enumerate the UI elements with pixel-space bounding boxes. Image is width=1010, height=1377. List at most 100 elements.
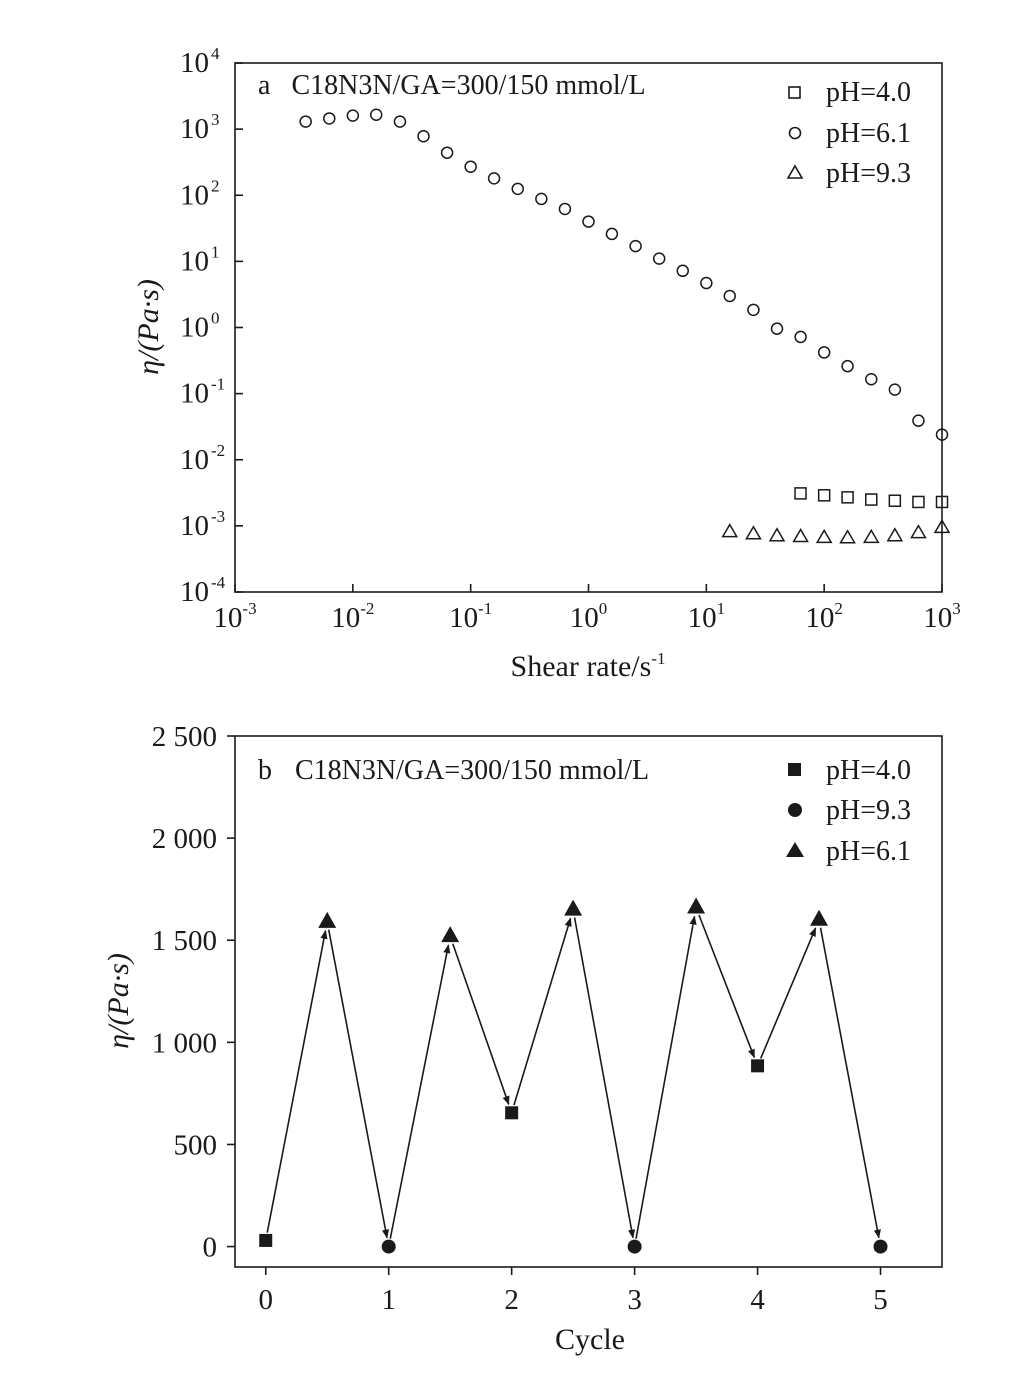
data-point-ph61: [558, 202, 572, 216]
panel-b-annotation: b C18N3N/GA=300/150 mmol/L: [258, 755, 649, 786]
y-tick-label: 2 000: [152, 823, 217, 855]
panel-b-y-ticks: 0 500 1 000 1 500 2 000 2 500: [152, 721, 235, 1264]
connecting-arrow: [513, 917, 572, 1106]
y-tick-label: 10: [180, 312, 209, 344]
data-point-ph61: [810, 909, 829, 926]
x-tick-label: 10-1: [449, 599, 492, 634]
data-point-ph61: [346, 109, 360, 122]
data-point-ph40: [794, 487, 807, 500]
data-point-ph61: [318, 911, 337, 928]
data-point-ph61: [417, 130, 430, 143]
data-point-ph61: [369, 108, 383, 121]
data-point-ph40: [865, 493, 878, 506]
connecting-arrow: [759, 927, 817, 1059]
panel-a-annotation-text: C18N3N/GA=300/150 mmol/L: [291, 70, 645, 101]
data-point-ph61: [676, 264, 690, 278]
panel-b-x-axis-label: Cycle: [555, 1323, 625, 1356]
panel-b-data-points: [259, 897, 888, 1254]
data-point-ph40: [817, 489, 831, 502]
data-point-ph61: [652, 252, 666, 265]
y-tick-label-exponent: -4: [211, 573, 226, 592]
data-point-ph61: [440, 146, 454, 159]
y-tick-label-exponent: -3: [211, 507, 225, 526]
data-point-ph93: [768, 527, 786, 542]
data-point-ph40: [888, 494, 902, 507]
data-point-ph61: [687, 897, 706, 914]
data-point-ph93: [873, 1239, 888, 1254]
data-point-ph61: [299, 115, 312, 128]
x-tick-label: 10-2: [331, 599, 374, 634]
legend-b-marker-ph40: [788, 763, 801, 776]
x-tick-label: 100: [570, 599, 608, 634]
panel-a-x-axis-label: Shear rate/s-1: [511, 649, 666, 683]
data-point-ph61: [912, 414, 925, 427]
data-point-ph93: [910, 524, 927, 539]
legend-b-label-ph40: pH=4.0: [826, 755, 911, 786]
data-point-ph61: [629, 239, 642, 253]
data-point-ph61: [794, 330, 807, 344]
data-point-ph61: [888, 383, 902, 396]
x-tick-label: 2: [504, 1284, 519, 1316]
data-point-ph61: [723, 289, 736, 303]
legend-a-label-ph93: pH=9.3: [826, 158, 911, 189]
data-point-ph40: [841, 491, 854, 504]
data-point-ph61: [511, 182, 525, 196]
panel-b-plot-frame: [234, 735, 943, 1268]
panel-a-x-axis-label-text: Shear rate/s: [511, 650, 652, 683]
data-point-ph61: [770, 322, 784, 335]
y-tick-label: 10: [180, 47, 209, 79]
y-tick-label: 0: [203, 1232, 218, 1264]
x-tick-label: 0: [258, 1284, 273, 1316]
y-tick-label: 10: [180, 444, 209, 476]
panel-a-x-ticks: 10-3 10-2 10-1 100 101 102 103: [213, 584, 961, 634]
data-point-ph40: [259, 1233, 273, 1247]
y-tick-label-exponent: -1: [211, 375, 225, 394]
data-point-ph61: [865, 372, 878, 386]
y-tick-label: 1 500: [152, 925, 217, 957]
data-point-ph61: [464, 160, 477, 173]
data-point-ph93: [815, 528, 833, 544]
x-tick-label: 101: [688, 599, 726, 634]
panel-b-x-ticks: 0 1 2 3 4 5: [258, 1267, 888, 1316]
data-point-ph93: [886, 527, 904, 542]
data-point-ph61: [535, 192, 548, 206]
x-tick-label: 102: [805, 599, 843, 634]
y-tick-label: 1 000: [152, 1027, 217, 1059]
x-tick-label: 4: [750, 1284, 765, 1316]
panel-b-annotation-text: C18N3N/GA=300/150 mmol/L: [295, 755, 649, 786]
legend-b-marker-ph93: [788, 803, 802, 817]
legend-a-marker-ph40: [788, 86, 801, 99]
y-tick-label-exponent: 2: [211, 176, 220, 195]
x-tick-label: 103: [923, 599, 961, 634]
data-point-ph61: [700, 276, 713, 290]
panel-b-letter: b: [258, 755, 272, 786]
y-tick-label: 10: [180, 510, 209, 542]
data-point-ph61: [935, 428, 949, 441]
panel-a-x-axis-label-sup: -1: [651, 649, 665, 668]
connecting-arrow: [635, 915, 697, 1239]
y-tick-label: 10: [180, 179, 209, 211]
panel-a-y-axis-label: η/(Pa·s): [132, 279, 165, 375]
y-tick-label: 10: [180, 378, 209, 410]
legend-a-marker-ph61: [788, 126, 802, 140]
connecting-arrow: [389, 944, 451, 1239]
data-point-ph61: [393, 115, 407, 128]
y-tick-label-exponent: -2: [211, 441, 225, 460]
data-point-ph61: [487, 172, 501, 185]
y-tick-label: 2 500: [152, 721, 217, 753]
data-point-ph61: [441, 926, 460, 943]
x-tick-label: 5: [873, 1284, 888, 1316]
panel-a-data-points: [299, 108, 951, 544]
panel-a-chart: 10-3 10-2 10-1 100 101 102 103 10-410-310 -210-…: [132, 44, 961, 683]
x-tick-label: 3: [627, 1284, 642, 1316]
data-point-ph61: [747, 303, 760, 317]
legend-a-label-ph40: pH=4.0: [826, 77, 911, 108]
panel-a-letter: a: [258, 70, 271, 101]
connecting-arrow: [266, 929, 328, 1233]
data-point-ph61: [564, 899, 583, 916]
y-tick-label-exponent: 0: [211, 309, 220, 328]
legend-a-label-ph61: pH=6.1: [826, 118, 911, 149]
x-tick-label: 1: [381, 1284, 396, 1316]
